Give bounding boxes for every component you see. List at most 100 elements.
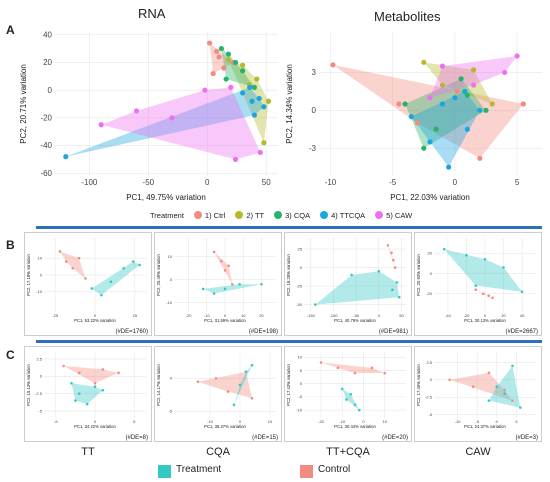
data-point-1 [386, 244, 390, 247]
x-tick-label: 0 [484, 313, 487, 318]
data-point-2 [70, 381, 73, 385]
data-point-2 [238, 282, 241, 286]
data-point-2 [391, 288, 394, 292]
data-point-1 [214, 48, 220, 54]
de-count-label: (#DE=2667) [505, 329, 538, 335]
data-point-1 [250, 396, 254, 400]
group-hull-2 [203, 284, 262, 294]
de-count-label: (#DE=3) [515, 435, 538, 441]
data-point-1 [319, 361, 323, 364]
data-point-1 [207, 40, 213, 46]
y-tick-label: -10 [296, 407, 303, 412]
x-tick-label: -5 [54, 419, 58, 424]
data-point-5 [169, 115, 175, 121]
x-tick-label: 5 [515, 419, 518, 424]
data-point-2 [232, 403, 236, 407]
data-point-2 [90, 287, 94, 290]
y-tick-label: -60 [40, 169, 52, 178]
data-point-3 [464, 92, 470, 98]
x-tick-label: -20 [186, 313, 193, 318]
data-point-1 [383, 371, 387, 375]
y-tick-label: -5 [298, 394, 302, 399]
data-point-2 [395, 281, 399, 284]
x-axis-label: PC1, 30.13% variation [464, 318, 506, 323]
data-point-2 [122, 266, 125, 270]
x-axis-label: PC1, 38.27% variation [204, 424, 246, 429]
x-tick-label: 0 [362, 419, 365, 424]
y-tick-label: 0 [300, 381, 303, 386]
data-point-1 [503, 388, 506, 392]
x-tick-label: -20 [464, 313, 471, 318]
legend-dot-caw [375, 211, 384, 219]
x-tick-label: -10 [207, 419, 214, 424]
panel-frame [154, 346, 282, 442]
data-point-2 [85, 402, 89, 406]
group-hull-2 [488, 365, 521, 408]
x-tick-label: 0 [453, 178, 458, 187]
x-tick-label: 20 [259, 313, 264, 318]
data-point-2 [350, 273, 353, 277]
y-tick-label: 20 [428, 251, 433, 256]
y-tick-label: -40 [40, 141, 52, 150]
data-point-5 [202, 87, 208, 93]
data-point-1 [101, 368, 105, 371]
panel-letter-c: C [6, 348, 15, 362]
data-point-2 [74, 399, 77, 402]
x-tick-label: -50 [143, 178, 155, 187]
data-point-3 [232, 59, 239, 66]
data-point-4 [477, 107, 483, 113]
data-point-5 [98, 122, 104, 128]
data-point-2 [109, 280, 113, 284]
legend-label-ttcqa: 4) TTCQA [331, 210, 366, 220]
legend-title: Treatment [150, 210, 184, 220]
x-tick-label: -10 [204, 313, 211, 318]
x-axis-label: PC1, 49.75% variation [126, 193, 206, 202]
data-point-1 [390, 251, 393, 255]
data-point-2 [439, 82, 446, 88]
de-count-label: (#DE=20) [382, 435, 408, 441]
de-count-label: (#DE=1760) [115, 329, 148, 335]
x-tick-label: -10 [455, 419, 462, 424]
data-point-3 [240, 68, 246, 74]
data-point-2 [520, 290, 524, 294]
data-point-4 [439, 101, 446, 107]
x-axis-label: PC1, 34.22% variation [74, 424, 116, 429]
data-point-2 [93, 385, 97, 389]
plot-area [54, 32, 278, 176]
c-caw-chart: -10 -5 0 5 -5 -2.5 0 2.5 PC1, 24.37% variation PC… [414, 346, 542, 442]
y-tick-label: -2.5 [425, 394, 433, 399]
control-swatch [300, 465, 313, 478]
data-point-4 [446, 164, 452, 170]
data-point-1 [511, 399, 514, 402]
x-tick-label: 10 [383, 419, 388, 424]
data-point-2 [397, 295, 401, 299]
metabolites-pca-chart: -10 -5 0 5 -3 0 3 PC1, 22.03% variation PC2, 14.… [285, 32, 542, 202]
data-point-2 [474, 284, 478, 287]
group-hull-1 [214, 251, 233, 285]
data-point-1 [221, 65, 227, 71]
group-hull-2 [423, 62, 493, 104]
data-point-2 [377, 270, 381, 273]
data-point-3 [223, 76, 229, 82]
x-tick-label: -50 [353, 313, 360, 318]
group-hull-5 [101, 87, 261, 160]
data-point-1 [78, 371, 81, 375]
y-tick-label: -5 [38, 408, 42, 413]
panel-frame [414, 346, 542, 442]
y-tick-label: -20 [426, 291, 433, 296]
data-point-5 [439, 63, 446, 69]
legend-dot-ttcqa [320, 211, 329, 219]
data-point-2 [261, 140, 267, 146]
label-tt: TT [81, 446, 95, 458]
legend-label-ctrl: 1) Ctrl [204, 210, 226, 220]
data-point-2 [265, 98, 272, 104]
y-axis-label: PC2, 17.45% variation [416, 363, 421, 405]
data-point-1 [212, 250, 216, 254]
data-point-5 [514, 53, 520, 59]
data-point-5 [232, 156, 239, 162]
y-axis-label: PC2, 17.43% variation [286, 363, 291, 405]
y-tick-label: 5 [300, 368, 303, 373]
control-legend-label: Control [318, 464, 351, 475]
rna-pca-chart: -100 -50 0 50 -60 -40 -20 0 20 40 PC1, 49.75% vari… [19, 30, 278, 202]
